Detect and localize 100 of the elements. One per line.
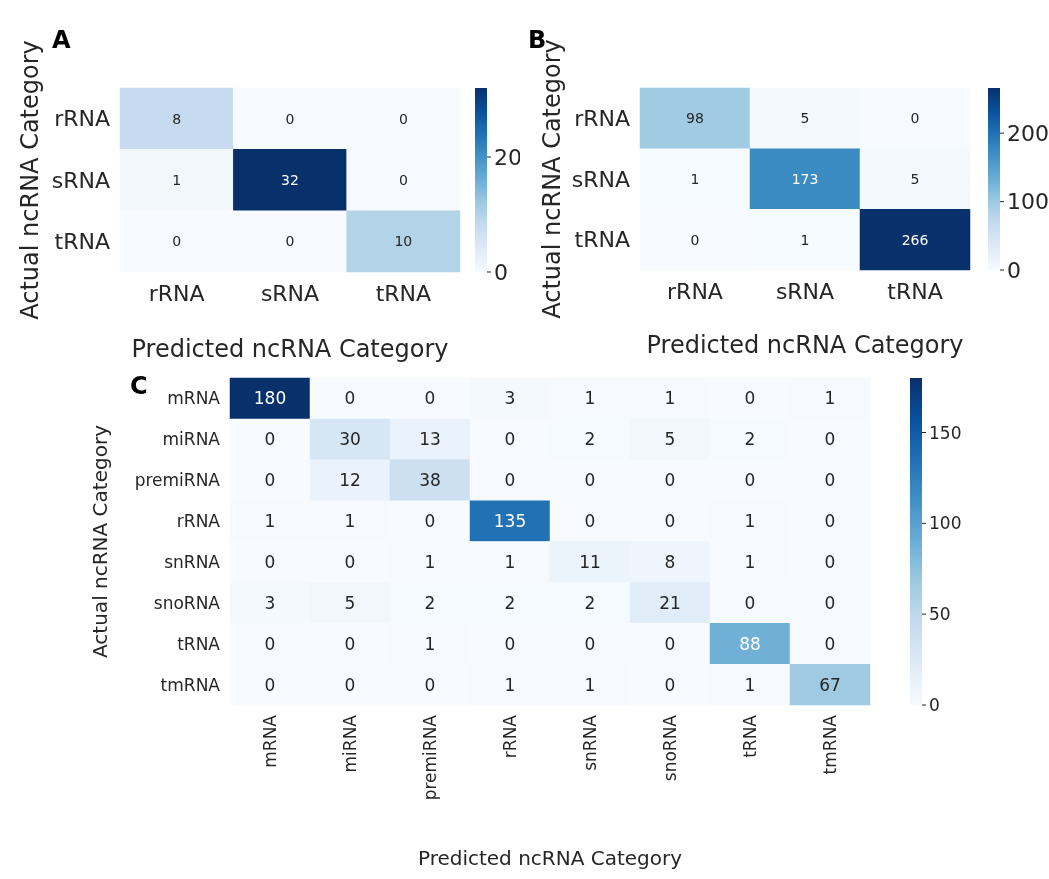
x-tick-label: snoRNA [660,714,680,782]
data-label: 0 [344,674,356,695]
data-label: 2 [424,592,436,613]
data-label: 0 [285,110,295,127]
data-label: 88 [739,633,761,654]
data-label: 1 [264,511,276,532]
y-tick-label: tmRNA [160,674,221,695]
data-label: 1 [744,674,756,695]
data-label: 0 [264,429,276,450]
data-label: 5 [910,171,920,187]
y-tick-label: sRNA [571,166,630,192]
data-label: 0 [584,470,596,491]
data-label: 135 [493,511,527,532]
data-label: 12 [339,470,361,491]
data-label: 0 [824,511,836,532]
chart-title: A [52,26,71,54]
x-axis-title: Predicted ncRNA Category [417,846,683,870]
data-label: 0 [264,674,276,695]
x-tick-label: tRNA [887,278,943,304]
data-label: 0 [424,388,436,409]
x-tick-label: tmRNA [820,714,840,775]
data-label: 0 [264,551,276,572]
data-label: 1 [800,231,810,248]
data-label: 0 [344,551,356,572]
y-tick-label: tRNA [574,227,630,253]
data-label: 0 [172,233,182,250]
data-label: 1 [172,172,182,188]
y-tick-label: snRNA [164,551,221,572]
data-label: 67 [819,674,841,695]
data-label: 0 [744,388,756,409]
data-label: 0 [504,633,516,654]
data-label: 0 [664,511,676,532]
data-label: 0 [424,511,436,532]
x-tick-label: tRNA [740,714,760,758]
x-tick-label: sRNA [260,280,320,306]
x-axis-title: Predicted ncRNA Category [131,335,449,363]
x-tick-label: sRNA [775,278,835,304]
data-label: 30 [339,429,361,450]
color-bar-label: 100 [929,513,962,534]
data-label: 0 [824,470,836,491]
data-label: 1 [424,633,436,654]
y-tick-label: tRNA [177,633,221,654]
x-tick-label: rRNA [667,278,723,304]
data-label: 266 [901,231,929,248]
data-label: 1 [584,388,596,409]
data-label: 0 [690,231,700,248]
x-tick-label: rRNA [500,714,520,759]
data-label: 13 [419,429,441,450]
data-label: 0 [744,592,756,613]
y-tick-label: rRNA [574,105,630,131]
data-label: 5 [344,592,356,613]
data-label: 5 [800,110,810,127]
color-bar-label: 0 [494,259,508,285]
data-label: 0 [584,511,596,532]
data-label: 1 [344,511,356,532]
data-label: 1 [690,171,700,187]
data-label: 0 [344,388,356,409]
data-label: 38 [419,470,441,491]
color-bar-label: 0 [1007,257,1021,283]
data-label: 2 [584,592,596,613]
data-label: 98 [686,110,704,127]
data-label: 173 [791,171,819,187]
data-label: 8 [664,551,676,572]
data-label: 0 [398,172,408,188]
data-label: 21 [659,592,681,613]
data-label: 10 [394,233,413,250]
data-label: 0 [264,633,276,654]
x-tick-label: mRNA [260,714,280,768]
data-label: 1 [504,674,516,695]
data-label: 1 [744,551,756,572]
data-label: 0 [824,429,836,450]
data-label: 1 [584,674,596,695]
y-tick-label: sRNA [51,167,110,193]
y-tick-label: rRNA [54,106,110,132]
data-label: 0 [504,470,516,491]
data-label: 1 [824,388,836,409]
data-label: 0 [910,110,920,127]
data-label: 5 [664,429,676,450]
data-label: 0 [398,110,408,127]
data-label: 0 [664,674,676,695]
data-label: 0 [824,551,836,572]
y-tick-label: mRNA [167,388,221,409]
data-label: 0 [824,592,836,613]
data-label: 0 [744,470,756,491]
x-tick-label: tRNA [375,280,432,306]
chart-title: C [130,372,148,400]
data-label: 1 [744,511,756,532]
data-label: 0 [824,633,836,654]
y-axis-title: Actual ncRNA Category [16,40,44,320]
data-label: 0 [264,470,276,491]
data-label: 0 [285,233,295,250]
x-tick-label: miRNA [340,714,360,773]
y-tick-label: tRNA [54,228,110,254]
data-label: 0 [664,633,676,654]
y-tick-label: snoRNA [153,592,221,613]
y-tick-label: miRNA [162,429,221,450]
data-label: 0 [424,674,436,695]
data-label: 3 [504,388,516,409]
data-label: 3 [264,592,276,613]
data-label: 32 [281,172,299,188]
